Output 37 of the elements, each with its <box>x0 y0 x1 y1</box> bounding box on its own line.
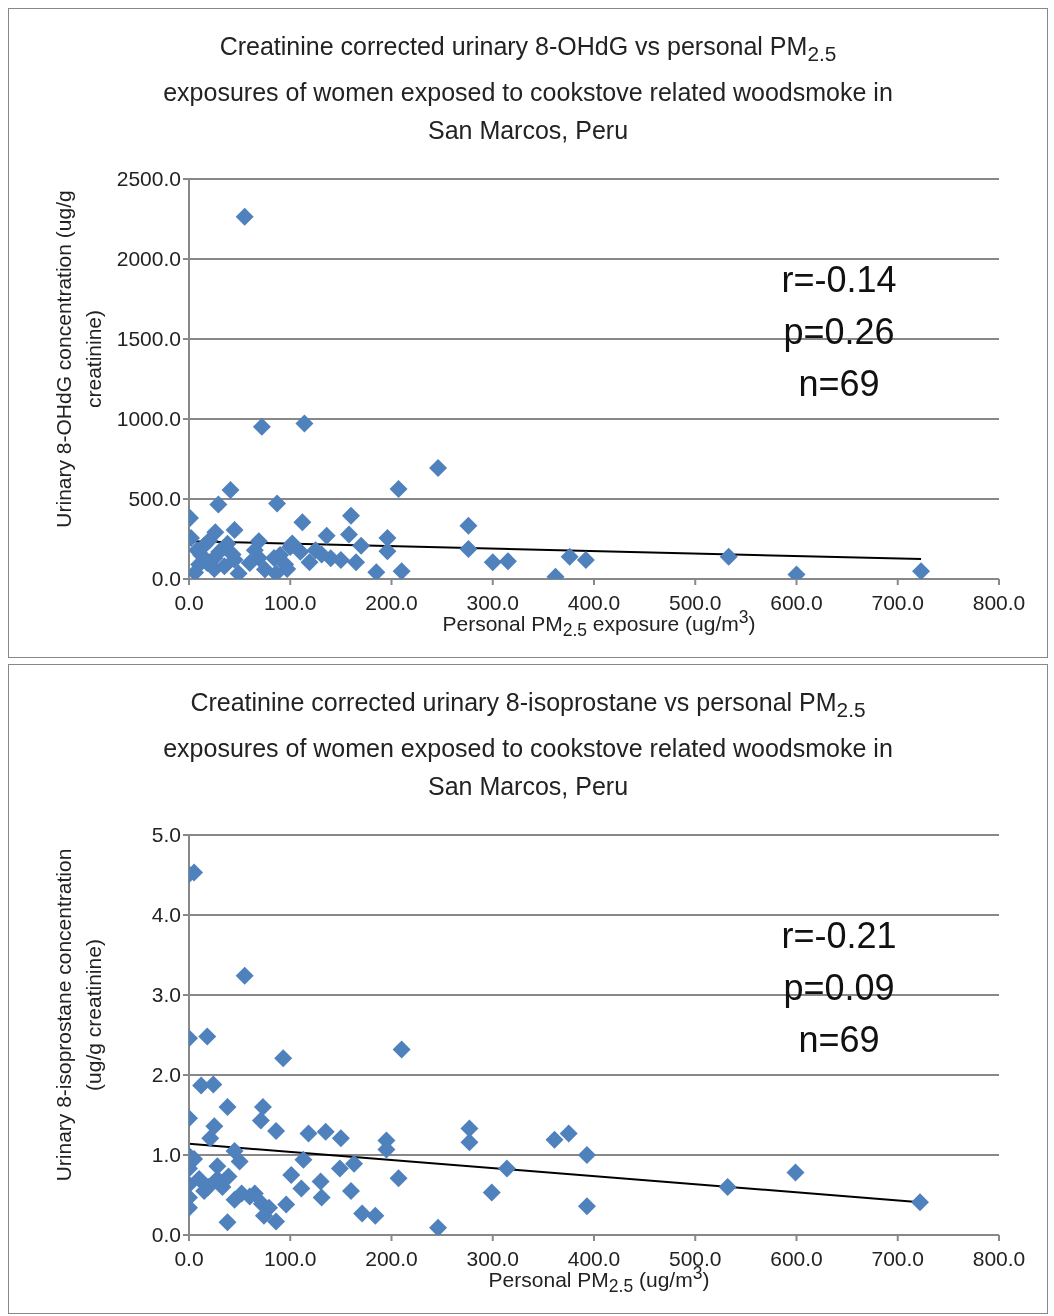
x-tick-label: 0.0 <box>174 1246 204 1270</box>
y-axis-title: Urinary 8-isoprostane concentration (ug/g creatinine) <box>51 847 106 1184</box>
chart-title: Creatinine corrected urinary 8-isoprostane vs personal PM$_{2.5}$ exposures of women exposed to cookstove related woodsmoke in San Marcos, Peru <box>162 687 894 802</box>
x-tick-label: 400.0 <box>567 590 621 614</box>
annotation: n=69 <box>797 362 881 406</box>
x-tick-label: 600.0 <box>770 590 823 614</box>
x-tick-label: 200.0 <box>365 590 418 614</box>
x-tick-label: 700.0 <box>871 1246 925 1270</box>
y-tick-label: 4.0 <box>151 903 181 927</box>
x-tick-label: 800.0 <box>972 590 1026 614</box>
y-tick-label: 2.0 <box>151 1063 181 1087</box>
x-tick-label: 100.0 <box>263 1246 317 1270</box>
x-tick-label: 800.0 <box>972 1246 1026 1270</box>
annotation: r=-0.14 <box>780 258 898 302</box>
y-tick-label: 2000.0 <box>116 247 181 271</box>
y-tick-label: 3.0 <box>151 983 181 1007</box>
x-tick-label: 200.0 <box>365 1246 418 1270</box>
y-tick-label: 0.0 <box>151 567 181 591</box>
x-tick-label: 400.0 <box>567 1246 621 1270</box>
annotation: r=-0.21 <box>780 914 898 958</box>
y-axis-title: Urinary 8-OHdG concentration (ug/g creatinine) <box>51 189 106 530</box>
y-tick-label: 1000.0 <box>116 407 181 431</box>
x-tick-label: 100.0 <box>263 590 317 614</box>
chart-title: Creatinine corrected urinary 8-OHdG vs personal PM$_{2.5}$ exposures of women exposed to cookstove related woodsmoke in San Marcos, Peru <box>162 31 894 146</box>
y-tick-label: 500.0 <box>128 487 181 511</box>
y-tick-label: 5.0 <box>151 823 181 847</box>
y-tick-label: 2500.0 <box>116 167 181 191</box>
annotation: p=0.26 <box>782 310 896 354</box>
x-tick-label: 500.0 <box>668 590 722 614</box>
x-tick-label: 0.0 <box>174 590 204 614</box>
y-tick-label: 1.0 <box>151 1143 181 1167</box>
annotation: p=0.09 <box>782 966 896 1010</box>
x-tick-label: 600.0 <box>770 1246 823 1270</box>
y-tick-label: 1500.0 <box>116 327 181 351</box>
y-tick-label: 0.0 <box>151 1223 181 1247</box>
annotation: n=69 <box>797 1018 881 1062</box>
x-tick-label: 700.0 <box>871 590 925 614</box>
